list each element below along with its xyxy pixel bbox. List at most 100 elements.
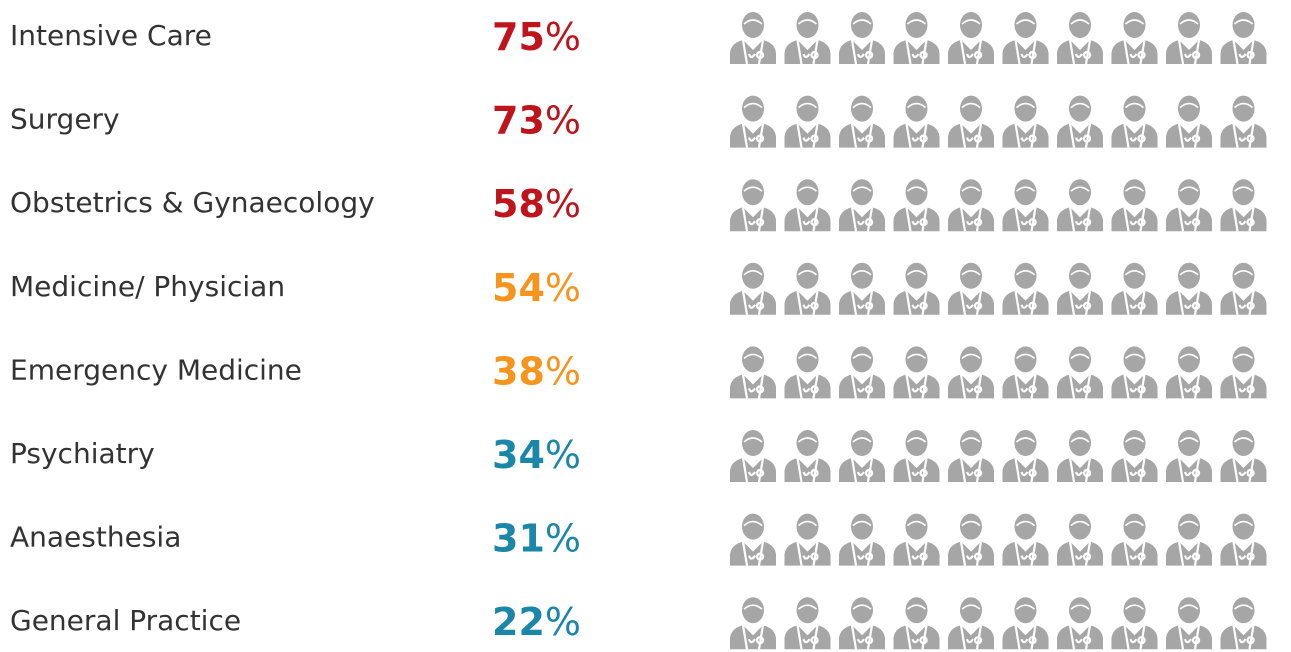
icon-detail [1232, 374, 1255, 399]
value-unit: % [545, 15, 581, 59]
icon-detail [1177, 39, 1201, 65]
value-unit: % [545, 349, 581, 393]
icon-detail [741, 207, 765, 232]
icon-face [852, 270, 872, 276]
icon-face [1233, 19, 1254, 25]
icon-face [797, 270, 818, 276]
icon-face [743, 437, 763, 443]
icon-face [906, 19, 927, 25]
icon-face [1124, 270, 1145, 276]
icon-detail [959, 290, 983, 315]
icon-face [1124, 19, 1145, 25]
icon-face [852, 186, 872, 192]
value-number: 34 [492, 433, 545, 477]
category-label: Obstetrics & Gynaecology [10, 186, 375, 219]
icon-detail [1068, 207, 1092, 232]
icon-detail [741, 541, 765, 566]
icon-face [1015, 19, 1036, 25]
icon-detail [850, 374, 874, 399]
icon-face [961, 520, 981, 527]
icon-detail [959, 625, 983, 650]
icon-face [1070, 604, 1090, 610]
icon-face [1015, 186, 1036, 192]
icon-face [906, 186, 927, 192]
icon-detail [796, 290, 819, 315]
icon-face [1070, 520, 1090, 527]
value-label: 31% [492, 516, 581, 560]
icon-detail [1068, 541, 1092, 566]
icon-face [961, 19, 981, 25]
icon-detail [1123, 374, 1146, 399]
icon-detail [1232, 207, 1255, 232]
icon-face [1070, 437, 1090, 443]
icon-face [1124, 186, 1145, 192]
icon-detail [959, 123, 983, 148]
icon-face [1015, 102, 1036, 109]
icon-face [852, 19, 872, 25]
icon-detail [1177, 123, 1201, 148]
icon-detail [1014, 123, 1037, 148]
icon-detail [1123, 457, 1146, 483]
value-number: 54 [492, 265, 545, 309]
value-number: 73 [492, 98, 545, 142]
icon-detail [1232, 123, 1255, 148]
category-label: General Practice [10, 604, 241, 637]
icon-detail [1123, 207, 1146, 232]
icon-detail [796, 207, 819, 232]
icon-detail [905, 541, 928, 566]
icon-detail [1177, 625, 1201, 650]
icon-face [1179, 353, 1199, 360]
icon-detail [796, 39, 819, 65]
icon-face [797, 437, 818, 443]
icon-detail [741, 625, 765, 650]
icon-face [1015, 270, 1036, 276]
icon-face [1179, 437, 1199, 443]
icon-detail [1177, 457, 1201, 483]
icon-face [1070, 353, 1090, 360]
icon-detail [796, 541, 819, 566]
icon-face [1124, 102, 1145, 109]
icon-face [743, 19, 763, 25]
category-label: Psychiatry [10, 437, 155, 470]
icon-detail [959, 457, 983, 483]
icon-detail [1068, 123, 1092, 148]
value-label: 73% [492, 98, 581, 142]
icon-face [906, 102, 927, 109]
icon-face [1070, 102, 1090, 109]
icon-face [743, 353, 763, 360]
icon-face [797, 604, 818, 610]
icon-details [741, 102, 1255, 148]
icon-detail [905, 123, 928, 148]
icon-detail [1068, 625, 1092, 650]
icon-detail [850, 541, 874, 566]
icon-detail [850, 290, 874, 315]
icon-detail [741, 123, 765, 148]
icon-face [961, 270, 981, 276]
icon-detail [1014, 541, 1037, 566]
icon-face [852, 437, 872, 443]
value-number: 31 [492, 516, 545, 560]
icon-detail [959, 207, 983, 232]
icon-face [906, 270, 927, 276]
icon-detail [1014, 457, 1037, 483]
icon-detail [1014, 290, 1037, 315]
icon-face [797, 19, 818, 25]
icon-face [1179, 520, 1199, 527]
icon-detail [905, 207, 928, 232]
icon-detail [741, 39, 765, 65]
icon-detail [1068, 457, 1092, 483]
icon-detail [741, 290, 765, 315]
icon-detail [1123, 541, 1146, 566]
icon-detail [1232, 625, 1255, 650]
icon-face [1179, 19, 1199, 25]
value-number: 75 [492, 15, 545, 59]
icon-detail [905, 39, 928, 65]
icon-details [741, 19, 1255, 65]
icon-detail [1177, 207, 1201, 232]
icon-detail [850, 39, 874, 65]
icon-details [741, 186, 1255, 232]
icon-face [1233, 270, 1254, 276]
value-unit: % [545, 600, 581, 644]
icon-face [852, 353, 872, 360]
icon-detail [741, 374, 765, 399]
